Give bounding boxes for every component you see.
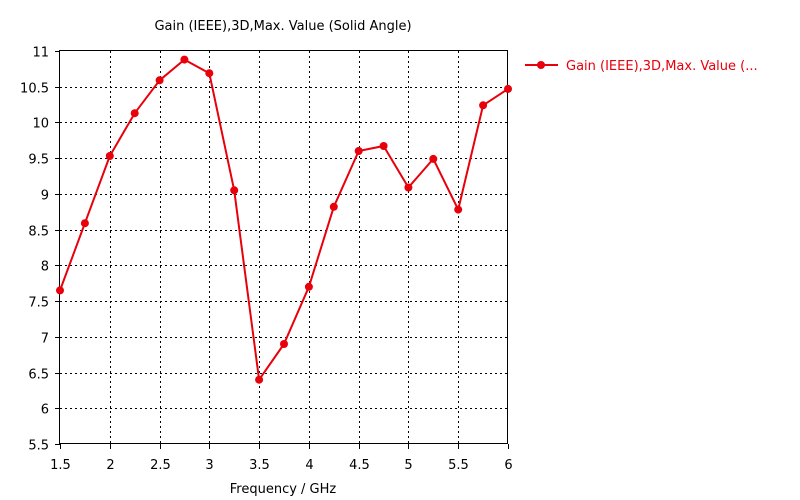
data-point [479, 101, 488, 110]
x-tick-label: 5 [404, 458, 412, 473]
x-tick-label: 5.5 [448, 458, 469, 473]
y-tick-label: 11 [32, 46, 49, 61]
data-point [429, 154, 438, 163]
x-axis: 1.5 2 2.5 3 3.5 4 4.5 5 5.5 6 [50, 444, 513, 473]
y-tick-label: 7 [41, 332, 49, 347]
y-tick-label: 10 [32, 117, 49, 132]
y-axis: 5.5 6 6.5 7 7.5 8 8.5 9 9.5 10 10.5 11 [20, 46, 60, 454]
legend[interactable]: Gain (IEEE),3D,Max. Value (... [525, 59, 758, 74]
data-point [504, 84, 512, 93]
y-tick-label: 8.5 [28, 225, 49, 240]
y-tick-label: 7.5 [28, 296, 49, 311]
data-point [304, 282, 313, 291]
y-tick-label: 8 [41, 260, 49, 275]
data-point [255, 375, 264, 384]
x-tick-label: 4.5 [349, 458, 370, 473]
data-point [56, 286, 64, 295]
data-point [155, 76, 164, 85]
y-tick-label: 6 [41, 403, 49, 418]
x-axis-label: Frequency / GHz [230, 482, 337, 497]
data-point [379, 142, 388, 150]
x-tick-label: 3 [205, 458, 213, 473]
data-point [205, 69, 214, 78]
legend-marker [537, 61, 545, 69]
y-tick-label: 6.5 [28, 368, 49, 383]
data-point [80, 219, 89, 228]
x-tick-label: 2.5 [150, 458, 171, 473]
data-point [280, 340, 288, 348]
x-tick-label: 6 [504, 458, 512, 473]
data-point [230, 186, 239, 195]
plot-area [59, 50, 508, 444]
x-tick-label: 4 [305, 458, 313, 473]
grid [60, 51, 508, 444]
data-point [354, 147, 363, 155]
data-point [329, 202, 338, 211]
data-point [105, 152, 114, 160]
legend-label: Gain (IEEE),3D,Max. Value (... [566, 59, 758, 74]
y-tick-label: 5.5 [28, 439, 49, 454]
series-line [59, 58, 509, 381]
data-point [130, 109, 139, 118]
data-point [404, 183, 413, 192]
y-tick-label: 9.5 [28, 153, 49, 168]
series-group [56, 55, 512, 384]
y-tick-label: 10.5 [20, 82, 49, 97]
x-tick-label: 3.5 [249, 458, 270, 473]
chart-title: Gain (IEEE),3D,Max. Value (Solid Angle) [154, 19, 411, 34]
x-tick-label: 2 [106, 458, 114, 473]
x-tick-label: 1.5 [50, 458, 71, 473]
y-tick-label: 9 [41, 189, 49, 204]
data-point [454, 205, 463, 214]
data-point [180, 55, 189, 64]
